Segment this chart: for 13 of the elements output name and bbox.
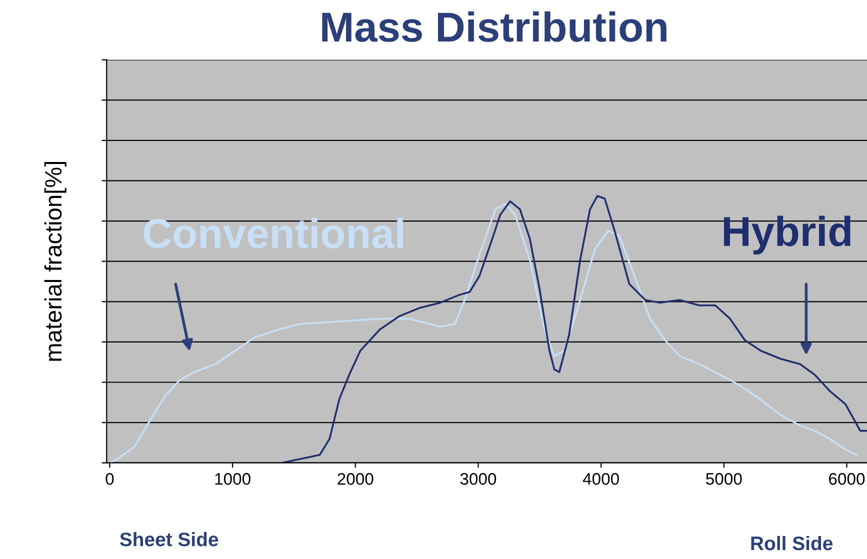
x-tick-label: 3000 <box>460 473 496 485</box>
y-axis-title: material fraction[%] <box>44 162 66 361</box>
x-tick-label: 6000 <box>829 473 865 485</box>
series-label: Hybrid <box>724 216 850 255</box>
x-tick-label: 5000 <box>706 473 742 485</box>
x-tick-label: 0 <box>106 473 114 485</box>
series-label: Conventional <box>144 218 403 248</box>
chart-title: Mass Distribution <box>322 11 666 42</box>
text: Sheet Side <box>120 532 218 546</box>
x-tick-label: 2000 <box>338 473 374 485</box>
x-tick-label: 1000 <box>215 473 250 485</box>
x-tick-label: 4000 <box>582 473 619 485</box>
text: Roll Side <box>751 536 833 550</box>
